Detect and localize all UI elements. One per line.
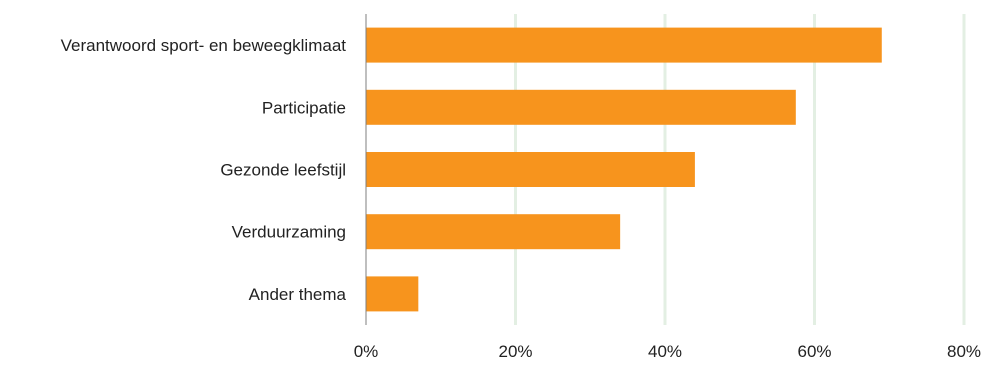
bar (366, 214, 621, 250)
category-label: Gezonde leefstijl (220, 161, 346, 180)
category-labels: Verantwoord sport- en beweegklimaat Parti… (61, 36, 347, 304)
x-tick-label: 40% (648, 342, 682, 361)
x-tick-label: 60% (797, 342, 831, 361)
category-label: Ander thema (249, 285, 347, 304)
bar (366, 89, 796, 125)
x-tick-label: 20% (498, 342, 532, 361)
bar (366, 152, 695, 187)
x-tick-label: 80% (947, 342, 981, 361)
bars (366, 27, 882, 312)
bar (366, 276, 419, 312)
bar (366, 27, 882, 63)
category-label: Participatie (262, 98, 346, 117)
category-label: Verantwoord sport- en beweegklimaat (61, 36, 347, 55)
x-tick-labels: 0% 20% 40% 60% 80% (354, 342, 981, 361)
x-tick-label: 0% (354, 342, 379, 361)
category-label: Verduurzaming (232, 223, 346, 242)
